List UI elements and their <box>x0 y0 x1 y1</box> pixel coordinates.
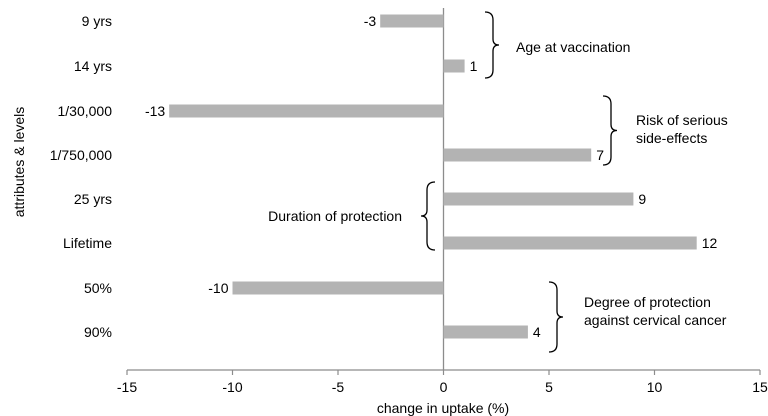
group-annotations: Age at vaccination Risk of serious side-ef… <box>268 11 728 353</box>
x-tick-label: 15 <box>752 379 768 395</box>
x-tick-label: 5 <box>545 379 553 395</box>
bars <box>169 14 697 339</box>
bar <box>443 236 697 250</box>
bar <box>443 59 465 73</box>
bar-value-label: 9 <box>638 191 646 207</box>
category-label: 50% <box>84 280 112 296</box>
category-labels: 9 yrs 14 yrs 1/30,000 1/750,000 25 yrs Lifeti… <box>50 13 113 340</box>
bar-value-label: 4 <box>533 324 541 340</box>
category-label: 1/30,000 <box>58 103 113 119</box>
x-tick-label: -10 <box>222 379 242 395</box>
bar-value-label: 12 <box>702 235 718 251</box>
group-label: side-effects <box>636 130 707 146</box>
bar <box>443 325 528 339</box>
x-tick-label: 0 <box>440 379 448 395</box>
group-label: Degree of protection <box>584 294 711 310</box>
category-label: 9 yrs <box>82 13 112 29</box>
group-label: Risk of serious <box>636 112 728 128</box>
bar <box>443 192 634 206</box>
group-brace <box>548 281 564 353</box>
bar <box>169 104 444 118</box>
category-label: 25 yrs <box>74 191 112 207</box>
bar-value-label: 1 <box>470 58 478 74</box>
group-brace <box>420 181 436 251</box>
category-label: 90% <box>84 324 112 340</box>
value-labels: -3 1 -13 7 9 12 -10 4 <box>145 13 718 340</box>
bar-value-label: -10 <box>208 280 228 296</box>
category-label: 1/750,000 <box>50 147 112 163</box>
group-brace <box>602 95 618 166</box>
group-label: Age at vaccination <box>516 39 630 55</box>
group-brace <box>484 11 500 79</box>
axes: -15 -10 -5 0 5 10 15 <box>117 8 768 395</box>
x-tick-label: -5 <box>332 379 345 395</box>
group-label: against cervical cancer <box>584 312 727 328</box>
bar <box>232 281 444 295</box>
x-tick-label: 10 <box>647 379 663 395</box>
bar <box>380 14 444 28</box>
bar-value-label: 7 <box>596 147 604 163</box>
x-tick-label: -15 <box>117 379 137 395</box>
bar <box>443 148 592 162</box>
y-axis-title: attributes & levels <box>11 107 27 218</box>
category-label: 14 yrs <box>74 58 112 74</box>
x-axis-title: change in uptake (%) <box>377 400 509 416</box>
bar-value-label: -13 <box>145 103 165 119</box>
bar-value-label: -3 <box>364 13 377 29</box>
category-label: Lifetime <box>63 235 112 251</box>
group-label: Duration of protection <box>268 208 402 224</box>
